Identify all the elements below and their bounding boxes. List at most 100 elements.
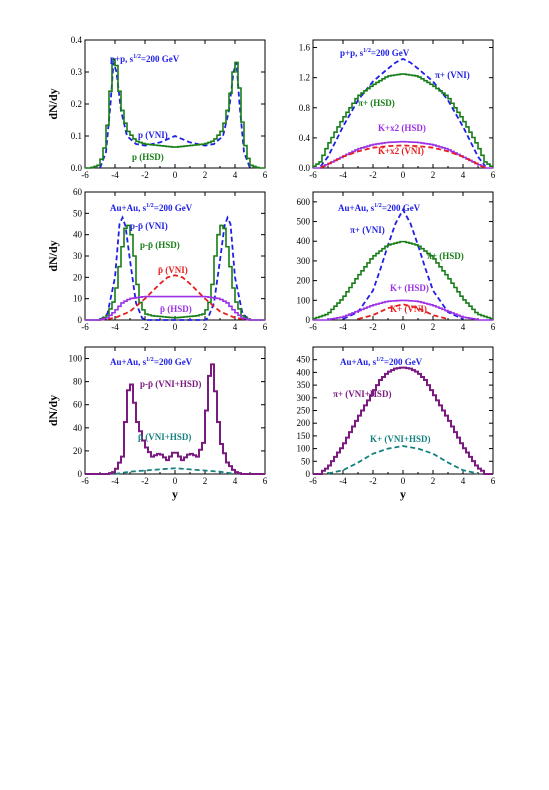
- series-label: p̄ (VNI+HSD): [138, 432, 191, 442]
- x-tick-label: 0: [173, 170, 178, 180]
- x-tick-label: -4: [339, 322, 347, 332]
- x-tick-label: -4: [111, 322, 119, 332]
- y-axis-label: dN/dy: [46, 240, 60, 271]
- panel-title-2: p+p, s1/2=200 GeV: [340, 48, 410, 58]
- series-label: K+x2 (HSD): [378, 123, 426, 133]
- series-label: K+ (VNI+HSD): [370, 434, 431, 444]
- series-label: π+ (VNI): [435, 70, 470, 80]
- x-tick-label: 2: [431, 170, 436, 180]
- x-axis-label: y: [400, 487, 406, 501]
- x-tick-label: -6: [81, 476, 89, 486]
- y-tick-label: 0.0: [71, 163, 83, 173]
- y-tick-label: 50: [301, 456, 311, 466]
- x-tick-label: 6: [263, 476, 268, 486]
- y-tick-label: 0.2: [71, 99, 82, 109]
- y-tick-label: 40: [73, 230, 83, 240]
- y-tick-label: 0.1: [71, 131, 82, 141]
- series-label: π+ (HSD): [427, 251, 464, 261]
- series-line-1: [85, 363, 265, 475]
- x-tick-label: -2: [369, 170, 377, 180]
- x-tick-label: 4: [461, 476, 466, 486]
- x-tick-label: 0: [401, 322, 406, 332]
- x-tick-label: 0: [173, 476, 178, 486]
- y-tick-label: 150: [297, 431, 311, 441]
- panel-title-3: Au+Au, s1/2=200 GeV: [110, 203, 193, 213]
- series-line-2: [85, 58, 265, 169]
- x-tick-label: -4: [111, 170, 119, 180]
- x-tick-label: -2: [141, 476, 149, 486]
- y-tick-label: 400: [297, 236, 311, 246]
- y-tick-label: 200: [297, 276, 311, 286]
- y-tick-label: 300: [297, 256, 311, 266]
- y-tick-label: 0: [306, 469, 311, 479]
- x-tick-label: 6: [491, 322, 496, 332]
- panel-4: -6 -4 -2 0 2 4 6 0 100 200 300 400 500 600 Au+Au, s1/2…: [297, 191, 496, 332]
- y-tick-label: 100: [297, 444, 311, 454]
- series-label: p̄ (HSD): [160, 304, 192, 314]
- y-tick-label: 350: [297, 380, 311, 390]
- x-tick-label: 2: [203, 322, 208, 332]
- series-line-2: [85, 224, 265, 321]
- x-tick-label: 2: [431, 476, 436, 486]
- y-tick-label: 80: [73, 377, 83, 387]
- y-axis-label: dN/dy: [46, 88, 60, 119]
- series-label: π+ (HSD): [358, 98, 395, 108]
- series-label: p (HSD): [132, 152, 164, 162]
- x-tick-label: 0: [401, 170, 406, 180]
- x-tick-label: -6: [309, 170, 317, 180]
- x-tick-label: -2: [369, 476, 377, 486]
- y-tick-label: 20: [73, 446, 83, 456]
- x-tick-label: 4: [461, 322, 466, 332]
- y-tick-label: 450: [297, 355, 311, 365]
- x-tick-label: 4: [461, 170, 466, 180]
- y-tick-label: 40: [73, 423, 83, 433]
- series-label: K+ (VNI): [390, 304, 427, 314]
- panel-title-5: Au+Au, s1/2=200 GeV: [110, 357, 193, 367]
- y-tick-label: 30: [73, 251, 83, 261]
- y-tick-label: 100: [69, 354, 83, 364]
- x-tick-label: -6: [309, 476, 317, 486]
- y-tick-label: 0: [78, 469, 83, 479]
- series-line-1: [99, 215, 251, 321]
- series-line-2: [312, 240, 493, 320]
- x-tick-label: 6: [263, 322, 268, 332]
- y-tick-label: 0: [306, 315, 311, 325]
- y-tick-label: 300: [297, 393, 311, 403]
- y-tick-label: 400: [297, 367, 311, 377]
- y-tick-label: 0.4: [299, 133, 311, 143]
- series-label: p-p̄ (VNI+HSD): [140, 379, 201, 389]
- x-tick-label: 4: [233, 476, 238, 486]
- y-tick-label: 200: [297, 418, 311, 428]
- panel-title-6: Au+Au, s1/2=200 GeV: [340, 357, 423, 367]
- panel-1: -6 -4 -2 0 2 4 6 0.0 0.1 0.2 0.3 0.4 p+p, s1/2=200 G…: [46, 35, 268, 180]
- y-tick-label: 100: [297, 295, 311, 305]
- y-tick-label: 0.8: [299, 103, 311, 113]
- series-label: π+ (VNI): [350, 225, 385, 235]
- series-line-1: [99, 62, 251, 169]
- y-tick-label: 1.6: [299, 43, 311, 53]
- x-tick-label: -4: [339, 170, 347, 180]
- series-label: K+x2 (VNI): [378, 146, 424, 156]
- y-tick-label: 0.3: [71, 67, 83, 77]
- x-tick-label: 2: [203, 476, 208, 486]
- x-tick-label: 2: [203, 170, 208, 180]
- x-tick-label: -4: [339, 476, 347, 486]
- series-label: p-p̄ (HSD): [140, 240, 180, 250]
- series-line-1: [313, 366, 493, 475]
- y-tick-label: 600: [297, 197, 311, 207]
- series-line-2: [312, 73, 493, 168]
- panel-2: -6 -4 -2 0 2 4 6 0.0 0.4 0.8 1.2 1.6 p+p, s1/2=200 G…: [299, 39, 496, 180]
- panel-title-4: Au+Au, s1/2=200 GeV: [338, 203, 421, 213]
- panel-6: -6 -4 -2 0 2 4 6 0 50 100 150 200 250 300 350 400 450 Au+…: [297, 346, 496, 501]
- y-tick-label: 0.0: [299, 163, 311, 173]
- x-tick-label: -4: [111, 476, 119, 486]
- x-axis-label: y: [172, 487, 178, 501]
- y-tick-label: 1.2: [299, 73, 310, 83]
- x-tick-label: 6: [491, 170, 496, 180]
- series-line-2: [327, 445, 479, 475]
- series-label: π+ (VNI+HSD): [333, 389, 391, 399]
- panel-title-1: p+p, s1/2=200 GeV: [110, 54, 180, 64]
- series-label: p (VNI): [138, 130, 168, 140]
